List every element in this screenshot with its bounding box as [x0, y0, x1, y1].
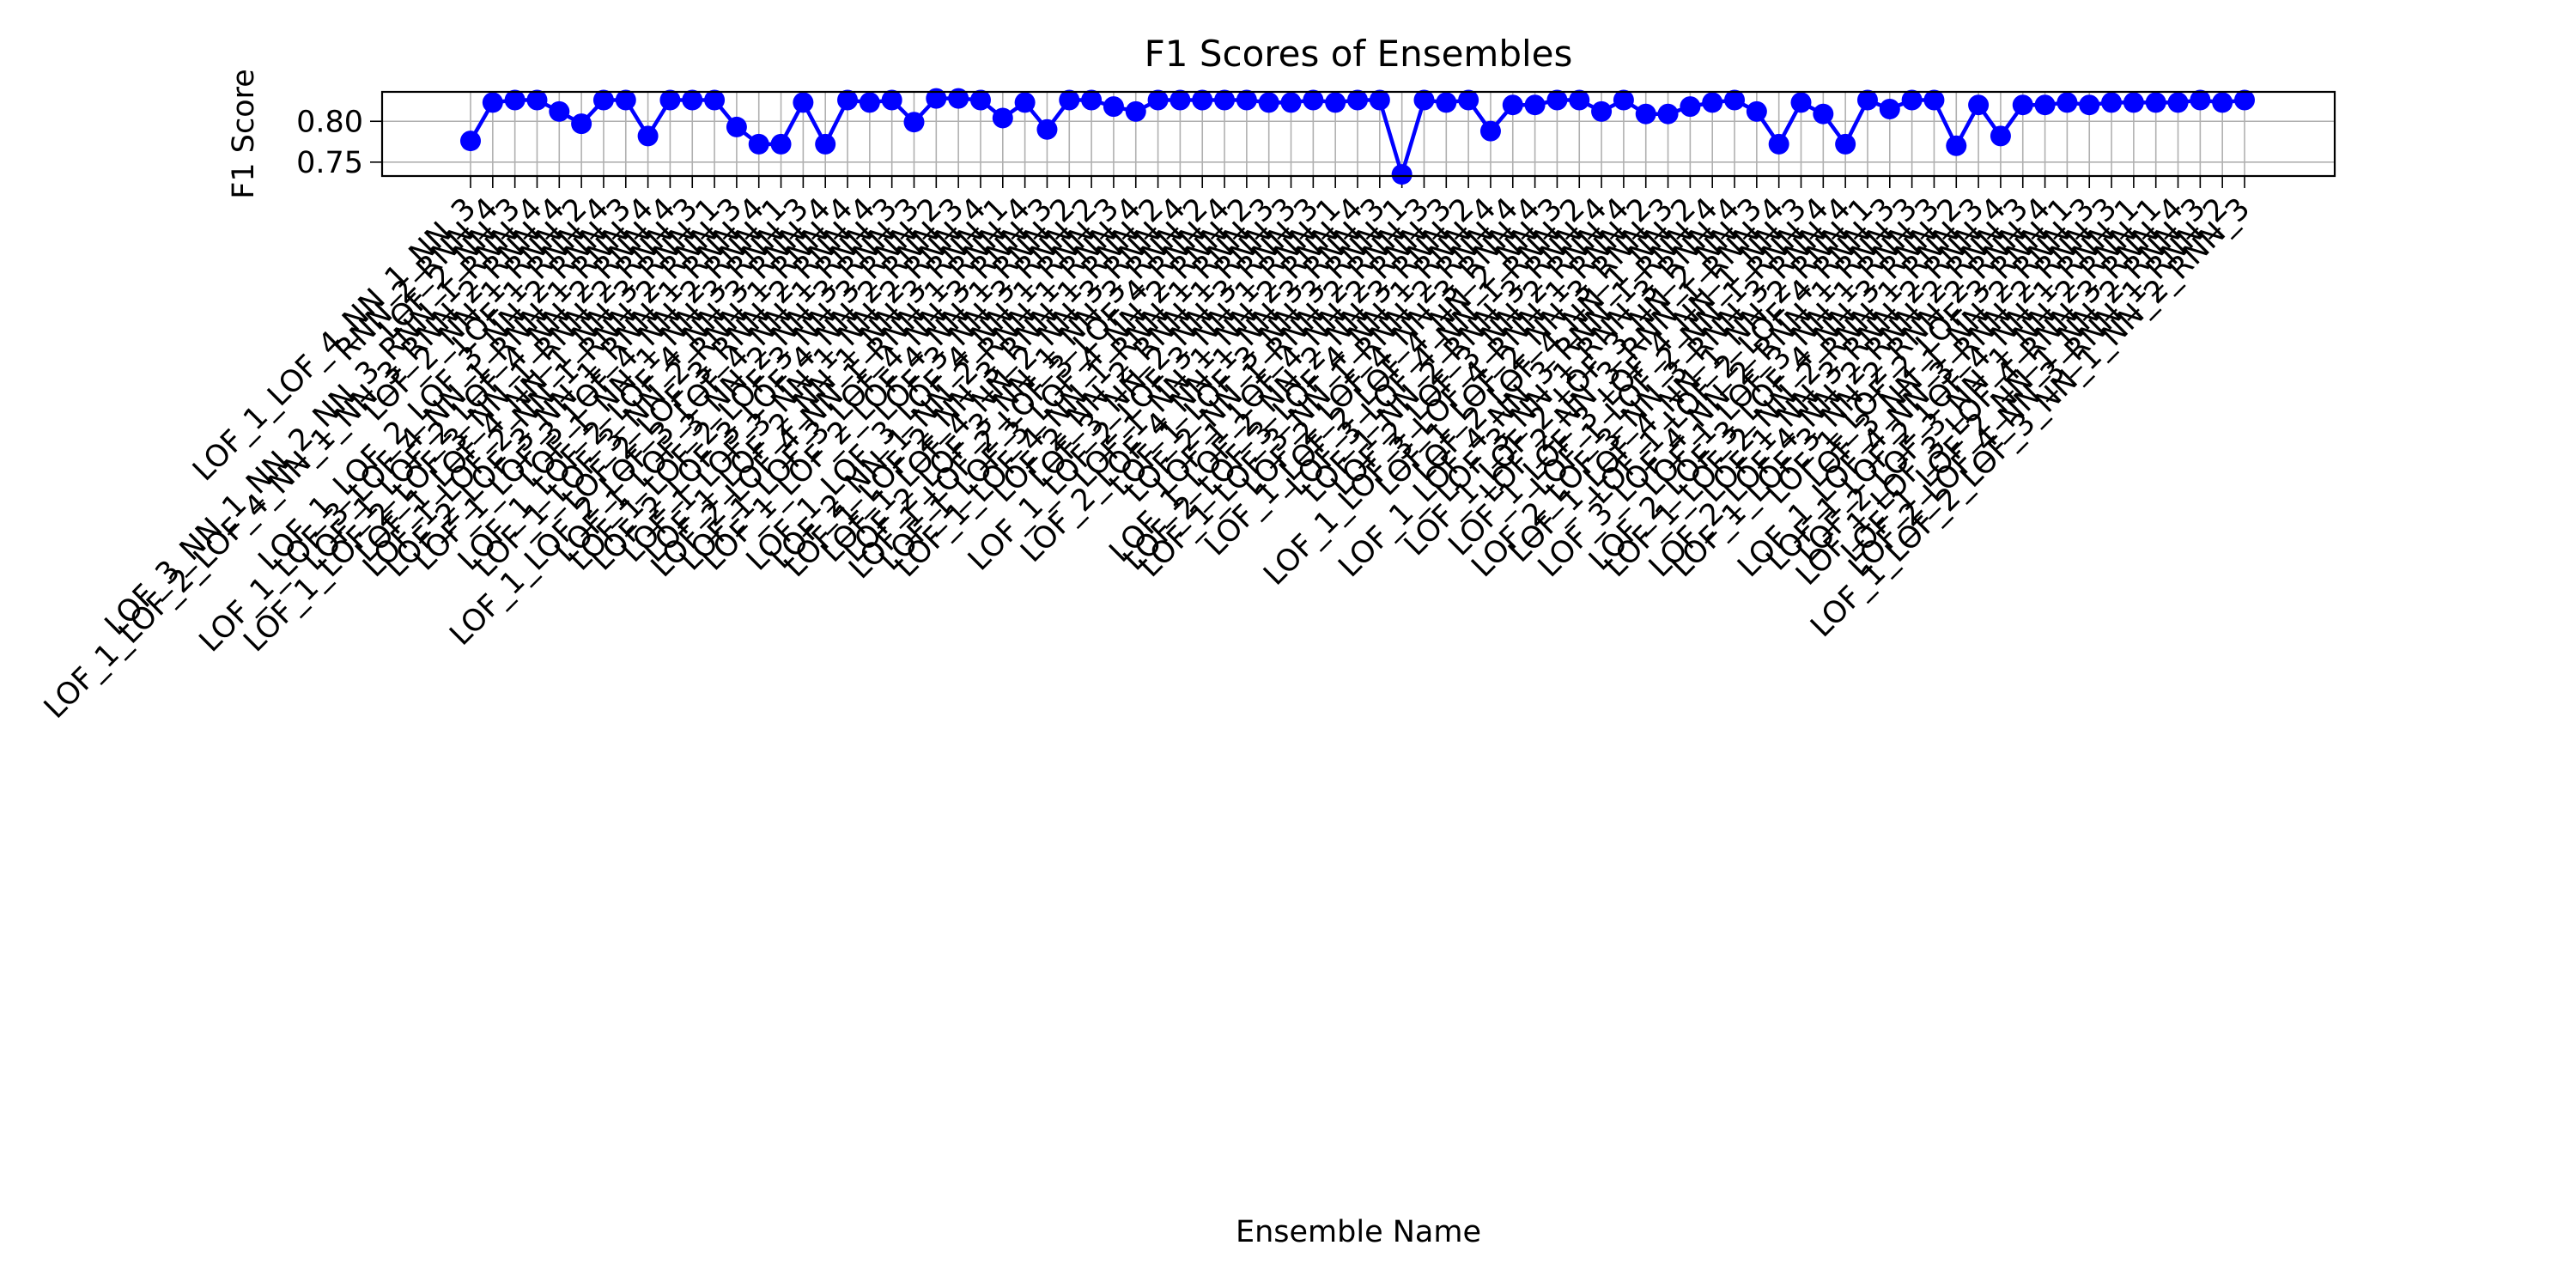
data-point — [1502, 94, 1523, 116]
y-ticks: 0.75 0.80 — [296, 105, 382, 180]
data-point — [2079, 94, 2100, 116]
series — [460, 88, 2255, 185]
data-point — [571, 113, 592, 135]
data-point — [1768, 133, 1789, 155]
y-tick-label: 0.75 — [296, 146, 363, 180]
data-point — [926, 88, 947, 109]
data-point — [2012, 94, 2033, 116]
data-point — [1103, 96, 1124, 118]
data-point — [1303, 89, 1324, 111]
data-point — [1968, 94, 1990, 116]
data-point — [659, 89, 681, 111]
data-point — [2034, 94, 2056, 116]
data-point — [1879, 98, 1900, 119]
data-point — [1546, 89, 1568, 111]
data-point — [592, 89, 614, 111]
data-point — [1524, 94, 1546, 116]
data-point — [1724, 89, 1746, 111]
data-point — [1014, 92, 1036, 113]
data-point — [1790, 92, 1812, 113]
data-point — [837, 89, 859, 111]
data-point — [1702, 92, 1723, 113]
data-point — [1458, 89, 1479, 111]
x-axis-label: Ensemble Name — [1236, 1215, 1481, 1249]
data-point — [1591, 100, 1613, 122]
data-point — [1657, 103, 1679, 125]
plot-frame — [380, 90, 2336, 178]
data-point — [793, 92, 814, 113]
data-point — [2145, 92, 2166, 113]
data-point — [748, 133, 769, 155]
data-point — [1325, 92, 1346, 113]
data-point — [992, 107, 1013, 129]
data-point — [1436, 92, 1457, 113]
data-point — [615, 89, 636, 111]
data-point — [815, 133, 836, 155]
data-point — [1569, 89, 1590, 111]
data-point — [1835, 133, 1856, 155]
chart-title: F1 Scores of Ensembles — [1145, 33, 1573, 75]
y-axis-label: F1 Score — [227, 69, 261, 199]
data-point — [2212, 92, 2233, 113]
data-point — [504, 89, 526, 111]
data-point — [1635, 103, 1656, 125]
y-tick-label: 0.80 — [296, 105, 363, 139]
data-point — [1236, 89, 1257, 111]
data-point — [1901, 89, 1923, 111]
data-point — [969, 89, 991, 111]
data-point — [1147, 89, 1169, 111]
data-point — [1479, 120, 1501, 142]
data-point — [1369, 89, 1390, 111]
data-point — [526, 89, 548, 111]
data-point — [859, 92, 880, 113]
data-point — [1125, 100, 1146, 122]
data-point — [1946, 135, 1967, 156]
data-point — [1170, 89, 1191, 111]
data-point — [1746, 100, 1767, 122]
data-point — [1059, 89, 1080, 111]
data-point — [2167, 92, 2189, 113]
data-point — [903, 112, 925, 133]
data-point — [682, 89, 703, 111]
data-point — [1856, 89, 1878, 111]
data-point — [1192, 89, 1213, 111]
data-point — [726, 116, 747, 137]
data-point — [1813, 103, 1834, 125]
data-point — [1391, 164, 1413, 185]
data-point — [1214, 89, 1236, 111]
data-point — [1258, 92, 1279, 113]
data-point — [704, 89, 726, 111]
data-point — [1081, 89, 1103, 111]
data-point — [1990, 125, 2011, 147]
data-point — [2123, 92, 2144, 113]
data-point — [1680, 96, 1701, 118]
data-point — [770, 133, 792, 155]
data-point — [2190, 89, 2211, 111]
data-point — [2057, 92, 2078, 113]
data-point — [948, 88, 969, 109]
data-point — [482, 92, 503, 113]
data-point — [2234, 89, 2255, 111]
data-point — [1036, 118, 1058, 140]
data-point — [2101, 92, 2123, 113]
data-point — [1413, 89, 1435, 111]
data-point — [549, 100, 570, 122]
data-point — [881, 89, 902, 111]
data-point — [1347, 89, 1368, 111]
data-point — [460, 131, 481, 152]
data-point — [1613, 89, 1634, 111]
data-point — [1280, 92, 1302, 113]
data-point — [1923, 89, 1945, 111]
data-point — [637, 125, 659, 147]
